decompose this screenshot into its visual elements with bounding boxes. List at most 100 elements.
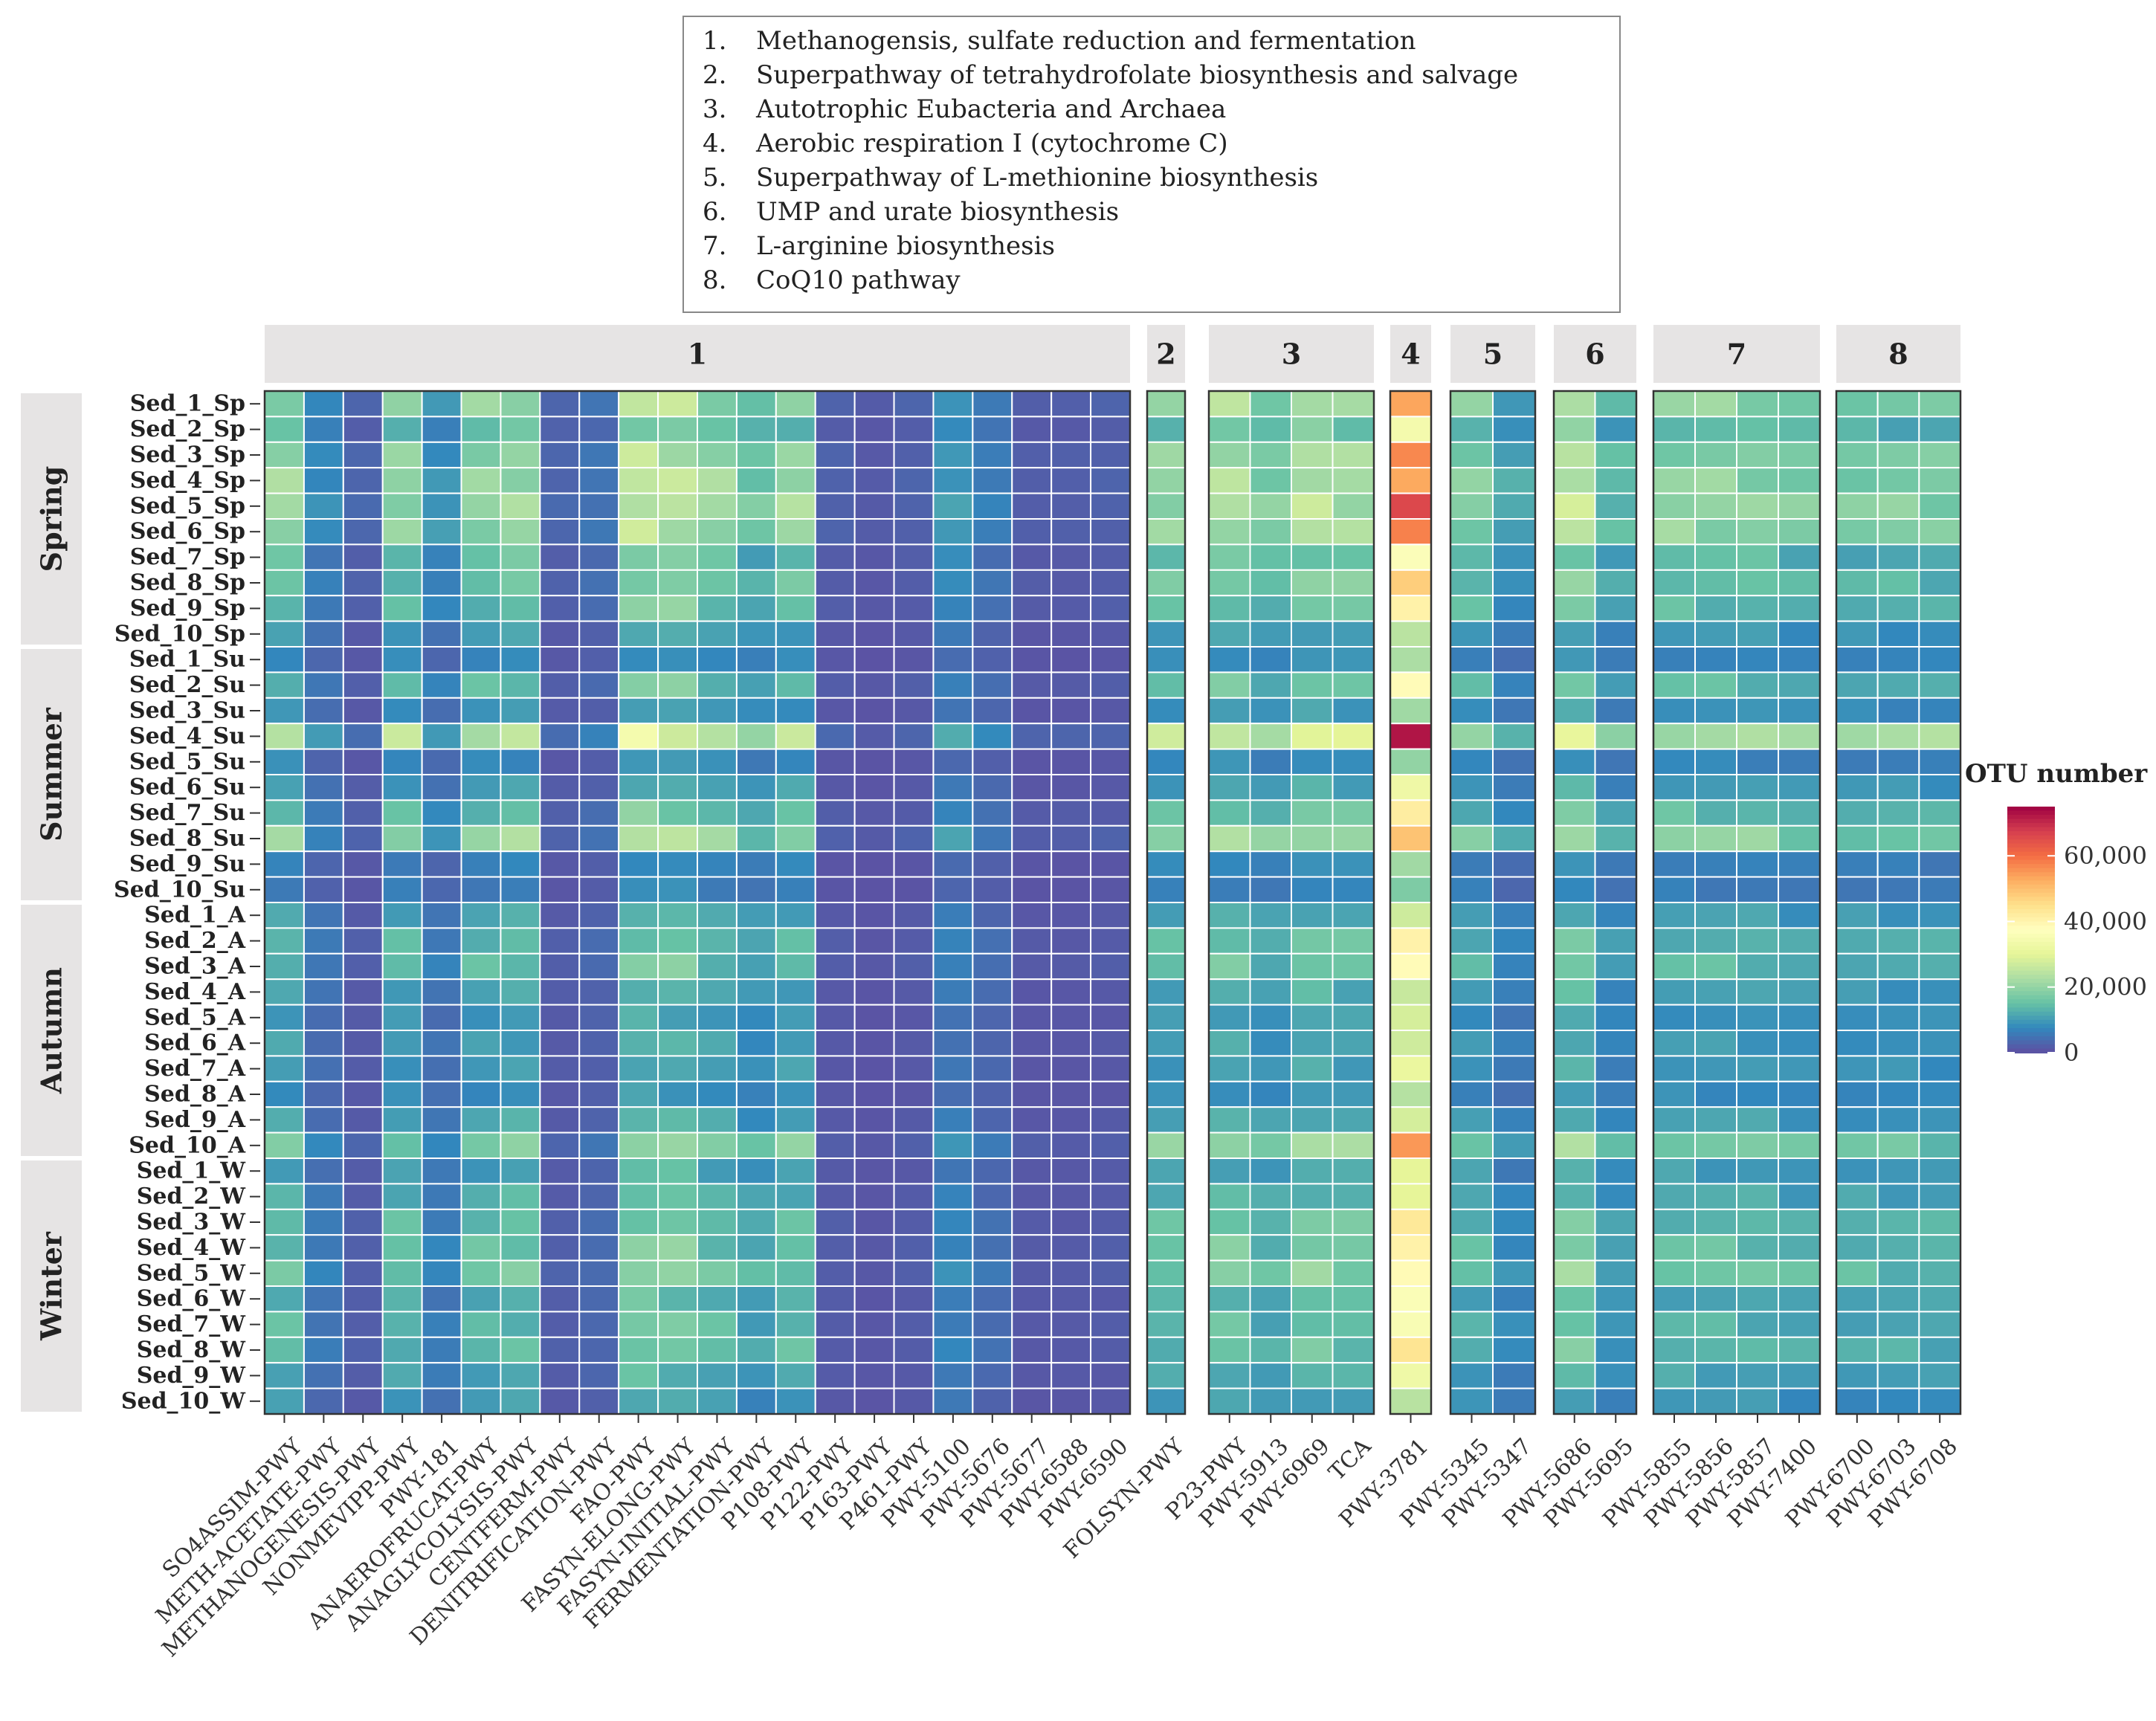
heatmap-cell — [421, 1080, 462, 1108]
heatmap-cell — [1146, 416, 1186, 443]
heatmap-cell — [1736, 748, 1779, 775]
colorbar-segment — [2007, 983, 2055, 988]
heatmap-cell — [1694, 1183, 1737, 1210]
heatmap-cell — [972, 697, 1013, 725]
heatmap-cell — [421, 1362, 462, 1389]
colorbar-segment — [2007, 999, 2055, 1004]
heatmap-cell — [1736, 876, 1779, 903]
heatmap-cell — [1291, 902, 1334, 929]
heatmap-cell — [460, 723, 502, 750]
heatmap-cell — [1390, 1234, 1432, 1262]
heatmap-cell — [1050, 1259, 1092, 1287]
heatmap-cell — [1208, 1285, 1251, 1313]
heatmap-cell — [460, 927, 502, 955]
heatmap-cell — [972, 1234, 1013, 1262]
heatmap-cell — [500, 902, 541, 929]
heatmap-cell — [1836, 1030, 1879, 1057]
heatmap-cell — [342, 850, 384, 878]
heatmap-cell — [657, 1336, 698, 1364]
sample-label: Sed_7_Sp — [130, 544, 245, 570]
heatmap-cell — [1876, 723, 1920, 750]
heatmap-cell — [1918, 467, 1961, 494]
heatmap-cell — [1390, 620, 1432, 648]
colorbar-segment — [2007, 987, 2055, 992]
heatmap-cell — [421, 876, 462, 903]
heatmap-cell — [893, 850, 935, 878]
heatmap-cell — [932, 927, 974, 955]
heatmap-cell — [893, 569, 935, 597]
sample-label: Sed_8_Su — [129, 826, 245, 852]
heatmap-cell — [814, 774, 856, 801]
heatmap-cell — [1836, 1311, 1879, 1338]
heatmap-cell — [972, 1387, 1013, 1415]
heatmap-cell — [618, 697, 659, 725]
heatmap-cell — [893, 952, 935, 981]
heatmap-cell — [1450, 595, 1494, 622]
heatmap-cell — [618, 416, 659, 443]
heatmap-cell — [814, 697, 856, 725]
sample-label: Sed_6_W — [137, 1286, 247, 1312]
heatmap-cell — [1249, 1234, 1292, 1262]
heatmap-cell — [853, 1080, 895, 1108]
heatmap-cell — [1090, 1208, 1132, 1236]
heatmap-cell — [1694, 927, 1737, 955]
heatmap-cell — [775, 876, 816, 903]
heatmap-cell — [303, 876, 344, 903]
heatmap-cell — [460, 876, 502, 903]
heatmap-cell — [775, 1387, 816, 1415]
heatmap-cell — [578, 1285, 620, 1313]
heatmap-cell — [381, 1157, 423, 1185]
heatmap-cell — [1208, 1106, 1251, 1134]
heatmap-cell — [1291, 518, 1334, 546]
heatmap-cell — [1836, 492, 1879, 520]
heatmap-cell — [421, 927, 462, 955]
sample-label: Sed_5_A — [144, 1004, 246, 1030]
heatmap-cell — [1492, 441, 1536, 469]
colorbar-segment — [2007, 823, 2055, 828]
heatmap-cell — [1332, 1080, 1375, 1108]
heatmap-cell — [1492, 1131, 1536, 1159]
heatmap-cell — [1778, 876, 1821, 903]
heatmap-cell — [1876, 697, 1920, 725]
heatmap-cell — [500, 1106, 541, 1134]
heatmap-cell — [1050, 1055, 1092, 1082]
heatmap-cell — [303, 1311, 344, 1338]
heatmap-cell — [1090, 416, 1132, 443]
heatmap-cell — [1050, 1234, 1092, 1262]
colorbar-segment — [2007, 942, 2055, 947]
heatmap-cell — [814, 1259, 856, 1287]
heatmap-cell — [1736, 1131, 1779, 1159]
heatmap-cell — [814, 595, 856, 622]
heatmap-cell — [1146, 1285, 1186, 1313]
heatmap-cell — [1090, 723, 1132, 750]
heatmap-cell — [1011, 697, 1053, 725]
heatmap-cell — [1208, 620, 1251, 648]
heatmap-cell — [539, 1336, 581, 1364]
heatmap-cell — [697, 467, 738, 494]
heatmap-cell — [775, 774, 816, 801]
heatmap-cell — [1736, 1106, 1779, 1134]
colorbar-segment — [2007, 856, 2055, 861]
heatmap-cell — [697, 774, 738, 801]
heatmap-cell — [1694, 1234, 1737, 1262]
heatmap-cell — [1918, 1234, 1961, 1262]
heatmap-cell — [1594, 1259, 1637, 1287]
heatmap-cell — [1492, 850, 1536, 878]
heatmap-cell — [1492, 876, 1536, 903]
heatmap-cell — [1736, 927, 1779, 955]
heatmap-cell — [303, 927, 344, 955]
heatmap-cell — [1332, 569, 1375, 597]
heatmap-cell — [775, 697, 816, 725]
heatmap-cell — [303, 595, 344, 622]
heatmap-cell — [1736, 543, 1779, 571]
heatmap-cell — [1736, 1157, 1779, 1185]
heatmap-cell — [1146, 1234, 1186, 1262]
heatmap-cell — [381, 748, 423, 775]
heatmap-cell — [1146, 1055, 1186, 1082]
heatmap-cell — [1836, 1131, 1879, 1159]
heatmap-cell — [1208, 543, 1251, 571]
heatmap-cell — [932, 1208, 974, 1236]
heatmap-cell — [1736, 1183, 1779, 1210]
heatmap-cell — [1694, 595, 1737, 622]
heatmap-cell — [697, 441, 738, 469]
